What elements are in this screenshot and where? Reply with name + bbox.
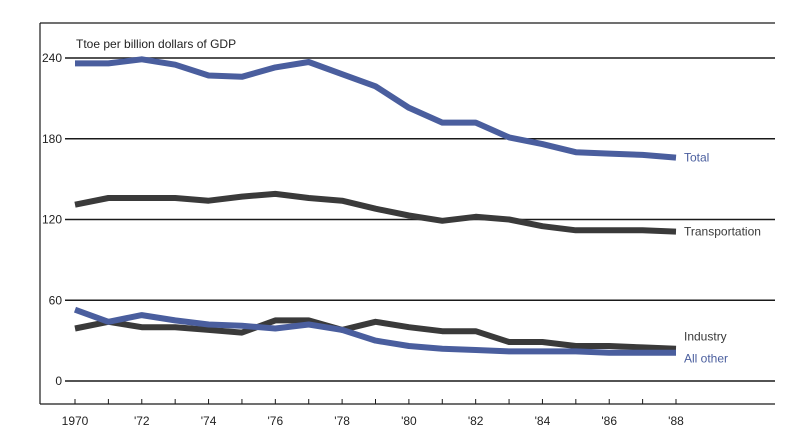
y-tick-label: 0: [55, 374, 62, 388]
x-tick-label: '74: [201, 414, 217, 428]
x-tick-label: '88: [668, 414, 684, 428]
x-axis-ticks: 1970 '72 '74 '76 '78 '80 '82 '84 '86 '88: [62, 399, 684, 428]
y-tick-label: 180: [42, 132, 62, 146]
y-tick-label: 60: [49, 293, 63, 307]
x-tick-label: '86: [601, 414, 617, 428]
x-tick-label: '72: [134, 414, 150, 428]
series-label: Transportation: [684, 225, 761, 239]
y-axis-ticks: 0 60 120 180 240: [42, 51, 62, 388]
x-tick-label: '82: [468, 414, 484, 428]
x-tick-label: '84: [535, 414, 551, 428]
x-tick-label: '76: [268, 414, 284, 428]
series-line-all-other: [73, 306, 676, 356]
series-label: Industry: [684, 330, 727, 344]
series-label: Total: [684, 151, 709, 165]
y-tick-label: 120: [42, 213, 62, 227]
y-tick-label: 240: [42, 51, 62, 65]
y-axis-label: Ttoe per billion dollars of GDP: [76, 37, 236, 51]
x-tick-label: '80: [401, 414, 417, 428]
x-tick-label: '78: [334, 414, 350, 428]
series-line-total: [75, 56, 677, 161]
x-tick-label: 1970: [62, 414, 89, 428]
series-labels: Total Transportation Industry All other: [684, 151, 761, 366]
series-line-transportation: [74, 190, 677, 235]
series-label: All other: [684, 352, 728, 366]
series-line-industry: [74, 317, 677, 352]
series-lines: [73, 56, 677, 356]
